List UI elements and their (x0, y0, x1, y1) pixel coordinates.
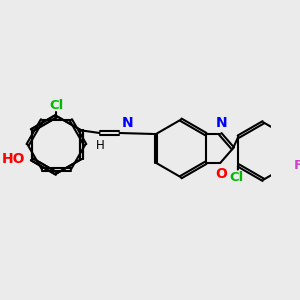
Text: HO: HO (2, 152, 25, 166)
Text: O: O (215, 167, 227, 181)
Text: N: N (216, 116, 227, 130)
Text: Cl: Cl (49, 99, 64, 112)
Text: H: H (96, 139, 105, 152)
Text: F: F (293, 159, 300, 172)
Text: N: N (122, 116, 133, 130)
Text: Cl: Cl (229, 171, 243, 184)
